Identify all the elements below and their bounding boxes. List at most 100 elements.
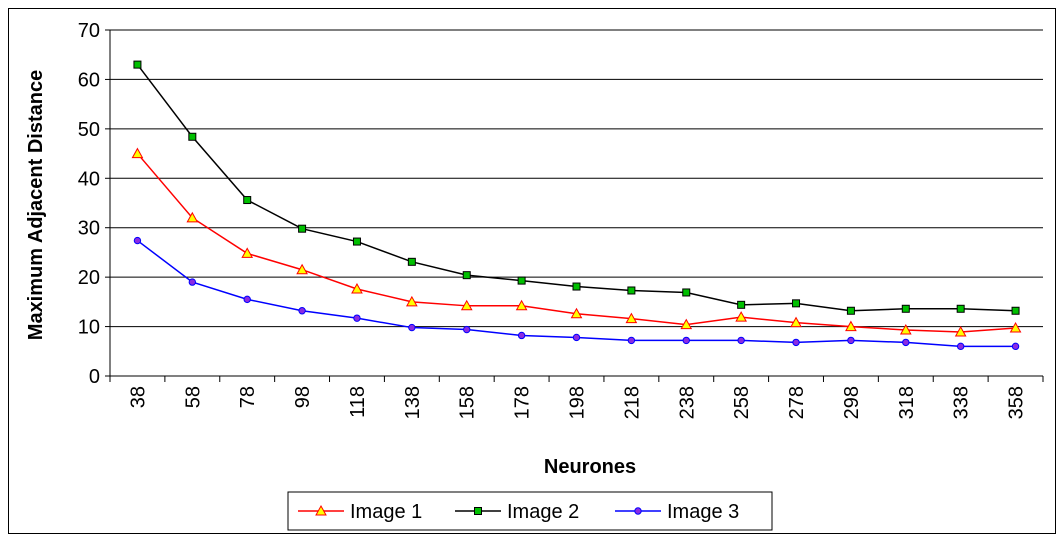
series-3 xyxy=(133,236,1020,351)
data-point xyxy=(1011,342,1020,351)
x-tick-label: 338 xyxy=(951,386,973,419)
data-point xyxy=(298,224,307,233)
series-line xyxy=(136,153,1016,333)
data-point xyxy=(572,333,581,342)
data-point xyxy=(243,196,252,205)
y-tick-label: 40 xyxy=(78,168,100,190)
legend-label: Image 2 xyxy=(507,501,579,523)
data-point xyxy=(737,336,745,345)
data-point xyxy=(353,314,361,322)
data-point xyxy=(406,295,418,307)
legend-item-1: Image 1 xyxy=(298,501,422,523)
data-point xyxy=(902,338,910,347)
x-axis-title: Neurones xyxy=(544,456,636,478)
data-point xyxy=(901,304,910,313)
x-tick-label: 258 xyxy=(731,386,753,419)
data-point xyxy=(188,132,197,141)
data-point xyxy=(845,320,857,332)
data-point xyxy=(351,282,363,294)
chart-frame xyxy=(8,8,1056,534)
y-tick-label: 60 xyxy=(78,69,100,91)
x-tick-label: 318 xyxy=(896,386,918,419)
x-tick-label: 118 xyxy=(347,386,369,418)
series-2 xyxy=(133,60,1020,315)
data-point xyxy=(462,271,471,280)
x-tick-label: 98 xyxy=(292,386,314,408)
series-lines xyxy=(131,60,1022,351)
legend-label: Image 1 xyxy=(350,501,422,523)
data-point xyxy=(954,325,967,337)
x-axis-ticks: 38 58 78 98 118 138 158 178 198 218 238 258 278 298 31… xyxy=(109,376,1044,419)
x-tick-label: 38 xyxy=(127,386,149,408)
data-point xyxy=(735,311,747,322)
y-tick-label: 0 xyxy=(89,366,100,388)
data-point xyxy=(680,318,693,330)
data-point xyxy=(517,331,526,340)
legend: Image 1 Image 2 Image 3 xyxy=(287,491,773,531)
data-point xyxy=(133,236,142,245)
legend-box xyxy=(287,491,773,531)
legend-item-2: Image 2 xyxy=(455,501,579,523)
data-point xyxy=(1011,306,1020,315)
gridlines xyxy=(110,29,1043,328)
legend-label: Image 3 xyxy=(667,501,739,523)
x-tick-label: 158 xyxy=(457,386,479,419)
data-point xyxy=(792,338,800,347)
plot-area xyxy=(109,30,1043,377)
data-point xyxy=(352,237,361,246)
data-point xyxy=(682,288,691,297)
data-point xyxy=(1009,322,1022,333)
data-point xyxy=(570,307,583,319)
data-point xyxy=(474,507,482,515)
data-point xyxy=(627,336,636,345)
data-point xyxy=(241,247,254,258)
data-point xyxy=(625,312,638,324)
data-point xyxy=(956,342,965,351)
data-point xyxy=(186,211,199,223)
x-tick-label: 198 xyxy=(567,386,589,419)
x-tick-label: 78 xyxy=(237,386,259,408)
series-line xyxy=(136,239,1016,348)
data-point xyxy=(846,306,855,315)
data-point xyxy=(460,299,473,311)
data-point xyxy=(634,507,642,515)
data-point xyxy=(790,316,802,328)
data-point xyxy=(407,257,416,266)
data-point xyxy=(408,323,416,332)
data-point xyxy=(298,307,306,315)
data-point xyxy=(899,324,912,335)
data-point xyxy=(188,278,197,286)
data-point xyxy=(296,263,308,275)
data-point xyxy=(572,282,581,291)
x-tick-label: 238 xyxy=(676,386,698,419)
data-point xyxy=(847,336,855,345)
x-tick-label: 138 xyxy=(402,386,424,419)
data-point xyxy=(737,300,746,309)
series-line xyxy=(136,64,1016,312)
data-point xyxy=(463,325,471,334)
data-point xyxy=(243,295,251,304)
y-axis-title: Maximum Adjacent Distance xyxy=(25,70,47,340)
legend-item-3: Image 3 xyxy=(615,501,739,523)
data-point xyxy=(792,299,801,308)
data-point xyxy=(515,299,528,311)
y-tick-label: 70 xyxy=(78,20,100,42)
data-point xyxy=(627,286,636,295)
x-tick-label: 298 xyxy=(841,386,863,419)
x-tick-label: 278 xyxy=(786,386,808,419)
x-tick-label: 358 xyxy=(1006,386,1028,419)
data-point xyxy=(682,336,690,345)
data-point xyxy=(131,147,144,159)
data-point xyxy=(315,504,327,516)
series-1 xyxy=(131,147,1022,337)
data-point xyxy=(517,276,526,285)
x-tick-label: 218 xyxy=(621,386,643,419)
y-tick-label: 10 xyxy=(78,317,100,339)
data-point xyxy=(133,60,142,69)
y-tick-label: 30 xyxy=(78,218,100,240)
y-tick-label: 50 xyxy=(78,119,100,141)
data-point xyxy=(956,304,965,313)
x-tick-label: 178 xyxy=(512,386,534,419)
x-tick-label: 58 xyxy=(182,386,204,408)
